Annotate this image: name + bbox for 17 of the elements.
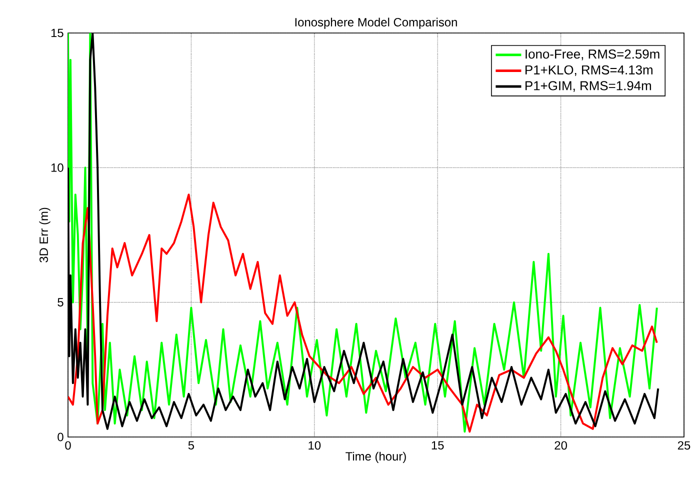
y-axis-title: 3D Err (m): [39, 208, 50, 262]
x-tick-label: 0: [65, 441, 71, 450]
x-tick-label: 5: [188, 441, 194, 450]
y-tick-label: 5: [58, 298, 64, 306]
line-series: [68, 194, 658, 433]
y-tick-label: 10: [51, 163, 64, 172]
y-tick-label: 15: [51, 28, 64, 38]
x-tick-label: 15: [432, 441, 444, 450]
legend-label: P1+KLO, RMS=4.13m: [526, 65, 652, 76]
x-tick-label: 25: [678, 441, 690, 450]
legend-label: Iono-Free, RMS=2.59m: [526, 49, 660, 60]
legend-label: P1+GIM, RMS=1.94m: [526, 81, 651, 92]
chart-title: Ionosphere Model Comparison: [295, 18, 457, 29]
x-axis-title: Time (hour): [346, 452, 406, 463]
y-tick-label: 0: [58, 432, 64, 442]
x-tick-label: 20: [554, 441, 567, 450]
x-tick-label: 10: [308, 441, 321, 450]
